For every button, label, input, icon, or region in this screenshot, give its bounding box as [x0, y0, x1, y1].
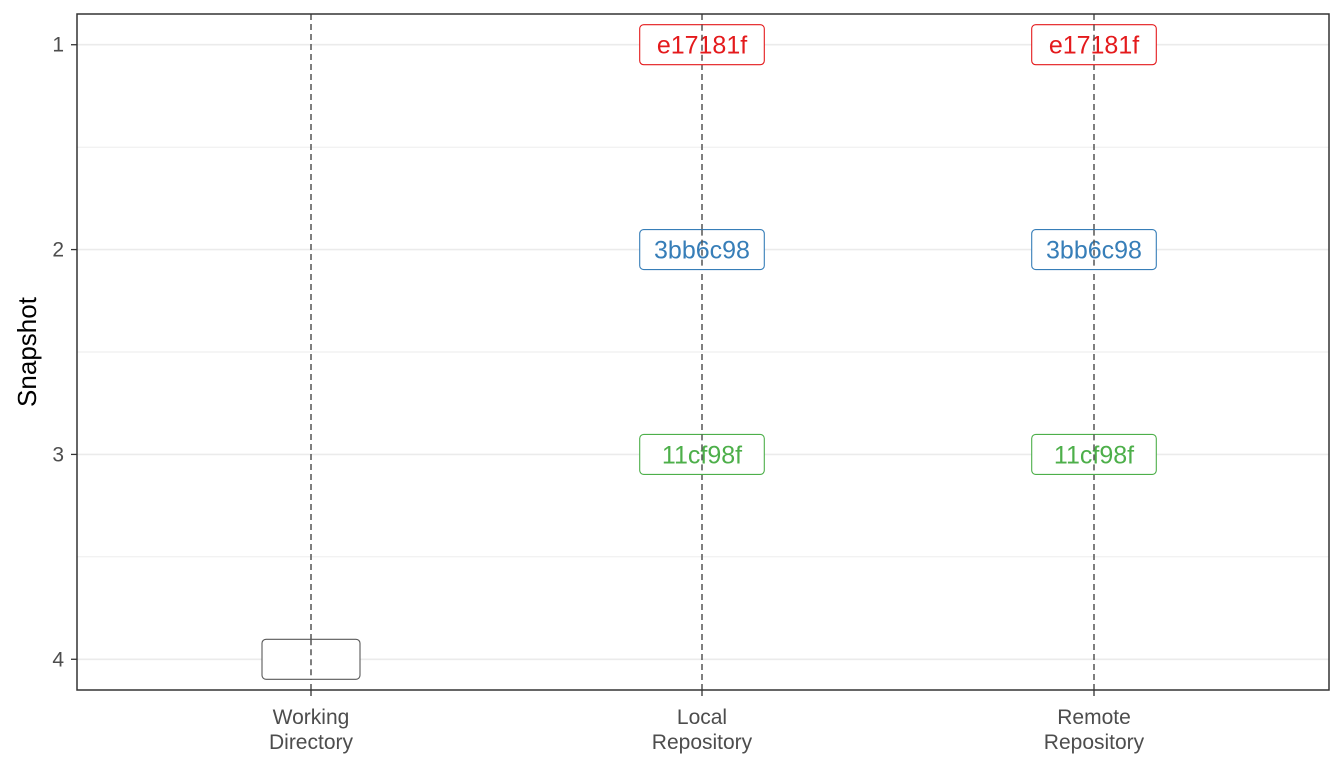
- y-tick-label: 3: [52, 443, 64, 466]
- snapshot-label-3bb6c98: 3bb6c98: [1031, 229, 1157, 271]
- plot-border: [76, 13, 1330, 691]
- y-tick-label: 1: [52, 34, 64, 57]
- x-tick-label: Repository: [652, 731, 753, 754]
- y-axis-label: Snapshot: [12, 296, 42, 407]
- x-axis-ticks: WorkingDirectoryLocalRepositoryRemoteRep…: [269, 690, 1145, 754]
- snapshot-labels: e17181f e17181f 3bb6c98 3bb6c98 11cf98f 11cf9…: [261, 24, 1157, 680]
- y-tick-label: 2: [52, 239, 64, 262]
- category-dashed-lines: [310, 14, 1095, 690]
- snapshot-label-e17181f: e17181f: [1031, 24, 1157, 66]
- snapshot-label-11cf98f: 11cf98f: [639, 433, 765, 475]
- snapshot-label-empty: [261, 638, 361, 680]
- snapshot-label-3bb6c98: 3bb6c98: [639, 229, 765, 271]
- y-tick-label: 4: [52, 648, 64, 671]
- x-tick-label: Directory: [269, 731, 354, 754]
- snapshot-label-e17181f: e17181f: [639, 24, 765, 66]
- snapshot-label-11cf98f: 11cf98f: [1031, 433, 1157, 475]
- x-tick-label: Working: [273, 706, 350, 729]
- x-tick-label: Local: [677, 706, 727, 729]
- x-tick-label: Repository: [1044, 731, 1145, 754]
- y-axis-ticks: 1 2 3 4: [52, 34, 77, 671]
- x-tick-label: Remote: [1057, 706, 1131, 729]
